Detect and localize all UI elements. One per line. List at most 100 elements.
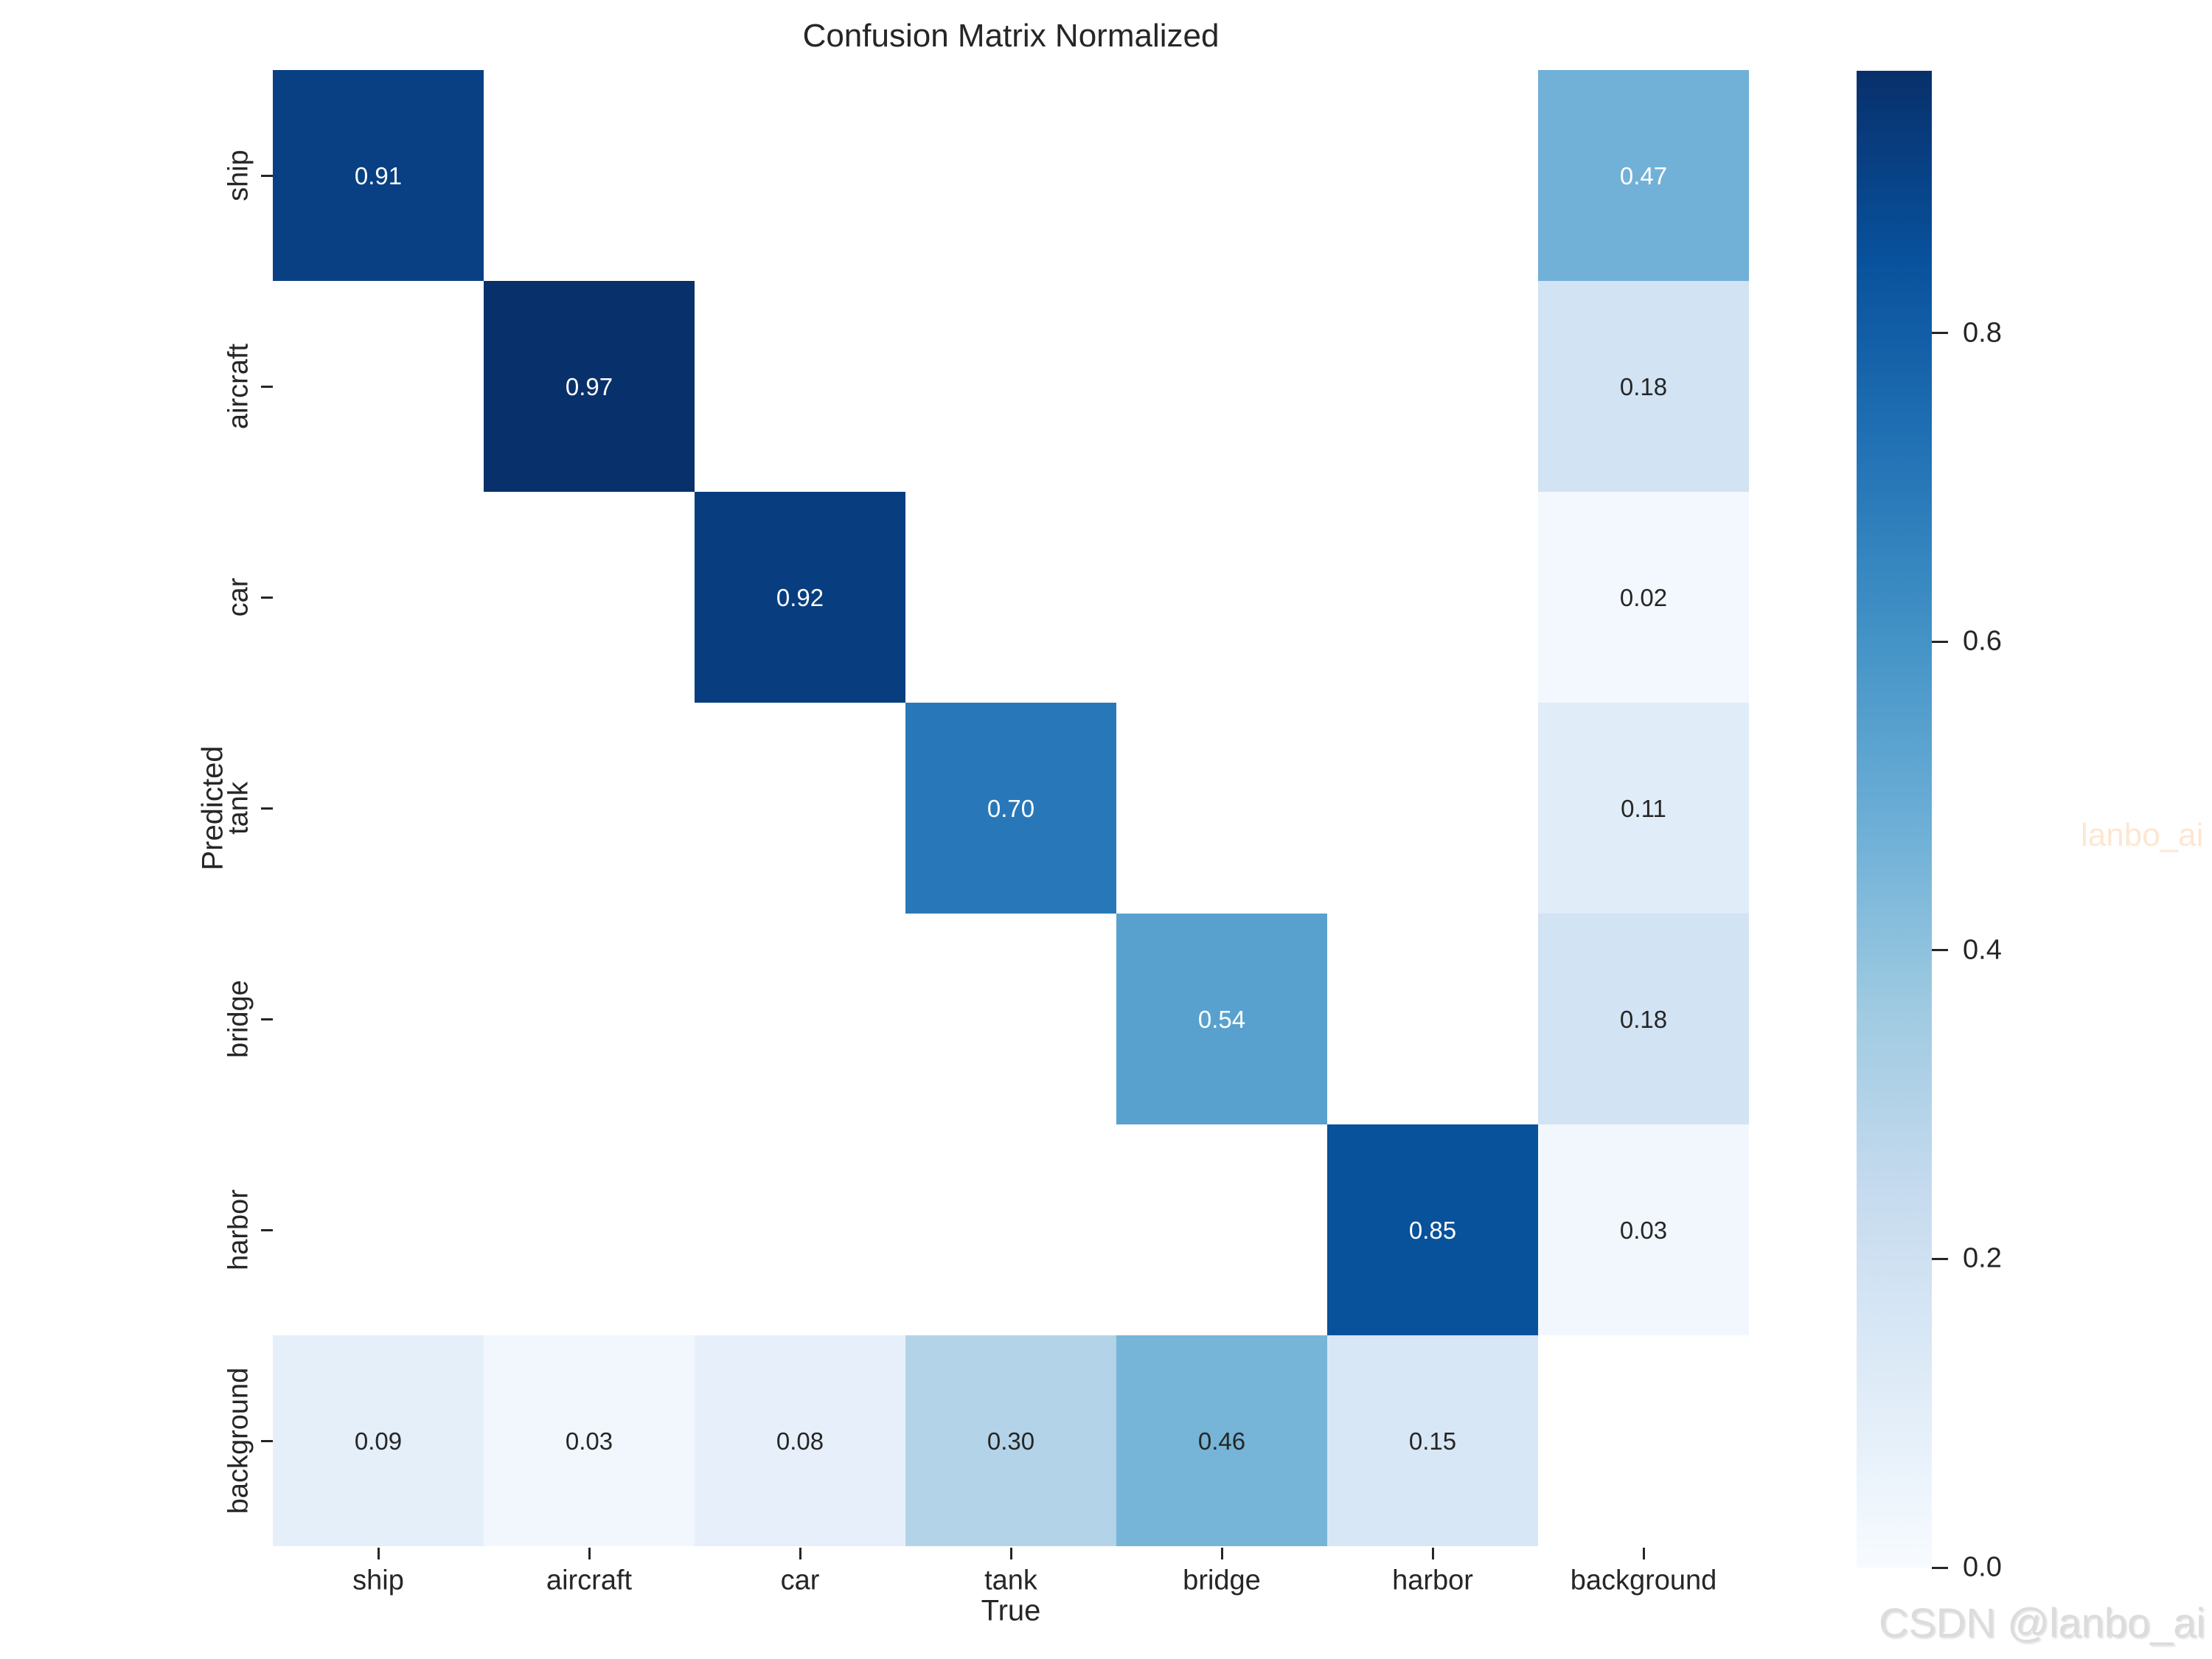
y-tick-label-car: car	[223, 577, 254, 617]
cell-tank-tank: 0.70	[905, 703, 1116, 914]
cell-tank-ship	[273, 703, 484, 914]
cell-bridge-bridge: 0.54	[1116, 914, 1327, 1124]
cell-car-bridge	[1116, 492, 1327, 703]
cell-harbor-aircraft	[484, 1124, 695, 1335]
colorbar-tick-label-0.4: 0.4	[1963, 934, 2002, 966]
cell-bridge-aircraft	[484, 914, 695, 1124]
cell-bridge-background: 0.18	[1538, 914, 1749, 1124]
cell-value: 0.02	[1619, 583, 1668, 611]
chart-title: Confusion Matrix Normalized	[802, 18, 1220, 54]
cell-car-car: 0.92	[695, 492, 905, 703]
x-tick-mark	[1009, 1548, 1012, 1559]
cell-background-car: 0.08	[695, 1335, 905, 1546]
cell-ship-background: 0.47	[1538, 70, 1749, 281]
x-tick-label-harbor: harbor	[1392, 1565, 1473, 1596]
cell-bridge-ship	[273, 914, 484, 1124]
y-tick-mark	[261, 174, 273, 177]
y-tick-mark	[261, 1228, 273, 1231]
cell-bridge-tank	[905, 914, 1116, 1124]
cell-background-harbor: 0.15	[1327, 1335, 1538, 1546]
x-tick-mark	[377, 1548, 380, 1559]
cell-value: 0.47	[1619, 161, 1668, 189]
cell-ship-tank	[905, 70, 1116, 281]
cell-tank-aircraft	[484, 703, 695, 914]
colorbar-tick-mark	[1932, 640, 1948, 643]
cell-car-ship	[273, 492, 484, 703]
colorbar-tick-mark	[1932, 1257, 1948, 1260]
cell-value: 0.03	[1619, 1216, 1668, 1244]
cell-aircraft-bridge	[1116, 281, 1327, 492]
cell-ship-bridge	[1116, 70, 1327, 281]
cell-value: 0.91	[354, 161, 403, 189]
cell-car-aircraft	[484, 492, 695, 703]
cell-aircraft-background: 0.18	[1538, 281, 1749, 492]
cell-harbor-harbor: 0.85	[1327, 1124, 1538, 1335]
cell-car-harbor	[1327, 492, 1538, 703]
cell-value: 0.18	[1619, 372, 1668, 400]
y-tick-label-aircraft: aircraft	[223, 343, 254, 430]
y-tick-label-background: background	[223, 1367, 254, 1514]
colorbar-tick-label-0.0: 0.0	[1963, 1551, 2002, 1583]
cell-value: 0.08	[776, 1427, 824, 1455]
cell-value: 0.54	[1197, 1005, 1246, 1033]
y-tick-mark	[261, 596, 273, 599]
y-tick-mark	[261, 1439, 273, 1442]
cell-value: 0.18	[1619, 1005, 1668, 1033]
x-tick-mark	[799, 1548, 801, 1559]
x-tick-mark	[1431, 1548, 1434, 1559]
cell-value: 0.09	[354, 1427, 403, 1455]
cell-harbor-bridge	[1116, 1124, 1327, 1335]
y-tick-mark	[261, 1018, 273, 1020]
y-tick-label-tank: tank	[223, 782, 254, 835]
cell-background-aircraft: 0.03	[484, 1335, 695, 1546]
cell-harbor-ship	[273, 1124, 484, 1335]
colorbar-tick-label-0.6: 0.6	[1963, 625, 2002, 657]
cell-aircraft-ship	[273, 281, 484, 492]
x-tick-label-tank: tank	[984, 1565, 1037, 1596]
cell-bridge-car	[695, 914, 905, 1124]
cell-aircraft-aircraft: 0.97	[484, 281, 695, 492]
x-tick-mark	[588, 1548, 591, 1559]
cell-ship-ship: 0.91	[273, 70, 484, 281]
cell-value: 0.30	[987, 1427, 1035, 1455]
y-tick-label-bridge: bridge	[223, 980, 254, 1058]
cell-background-background	[1538, 1335, 1749, 1546]
cell-aircraft-car	[695, 281, 905, 492]
y-tick-mark	[261, 385, 273, 388]
cell-value: 0.85	[1408, 1216, 1457, 1244]
cell-background-bridge: 0.46	[1116, 1335, 1327, 1546]
x-tick-label-background: background	[1570, 1565, 1717, 1596]
cell-aircraft-tank	[905, 281, 1116, 492]
cell-ship-car	[695, 70, 905, 281]
cell-tank-car	[695, 703, 905, 914]
colorbar-tick-mark	[1932, 949, 1948, 952]
colorbar	[1857, 71, 1932, 1568]
x-tick-label-aircraft: aircraft	[546, 1565, 633, 1596]
cell-tank-bridge	[1116, 703, 1327, 914]
cell-value: 0.70	[987, 794, 1035, 822]
cell-value: 0.11	[1621, 794, 1666, 822]
colorbar-tick-label-0.8: 0.8	[1963, 317, 2002, 349]
cell-car-tank	[905, 492, 1116, 703]
watermark-csdn: CSDN @lanbo_ai	[1879, 1599, 2205, 1646]
cell-ship-harbor	[1327, 70, 1538, 281]
cell-tank-background: 0.11	[1538, 703, 1749, 914]
cell-value: 0.97	[565, 372, 613, 400]
colorbar-tick-mark	[1932, 1566, 1948, 1569]
y-tick-mark	[261, 807, 273, 810]
cell-aircraft-harbor	[1327, 281, 1538, 492]
cell-background-tank: 0.30	[905, 1335, 1116, 1546]
watermark-lanbo-ai: lanbo_ai	[2081, 817, 2204, 853]
cell-value: 0.46	[1197, 1427, 1246, 1455]
cell-value: 0.03	[565, 1427, 613, 1455]
cell-harbor-car	[695, 1124, 905, 1335]
heatmap-grid: 0.91 0.47 0.97 0.18 0.92 0.02 0.70 0.11 0.54 0.18…	[273, 70, 1749, 1546]
y-tick-label-ship: ship	[223, 150, 254, 201]
x-tick-mark	[1220, 1548, 1223, 1559]
x-tick-mark	[1642, 1548, 1645, 1559]
cell-background-ship: 0.09	[273, 1335, 484, 1546]
x-axis-title: True	[981, 1594, 1041, 1627]
cell-car-background: 0.02	[1538, 492, 1749, 703]
colorbar-tick-mark	[1932, 332, 1948, 335]
cell-ship-aircraft	[484, 70, 695, 281]
